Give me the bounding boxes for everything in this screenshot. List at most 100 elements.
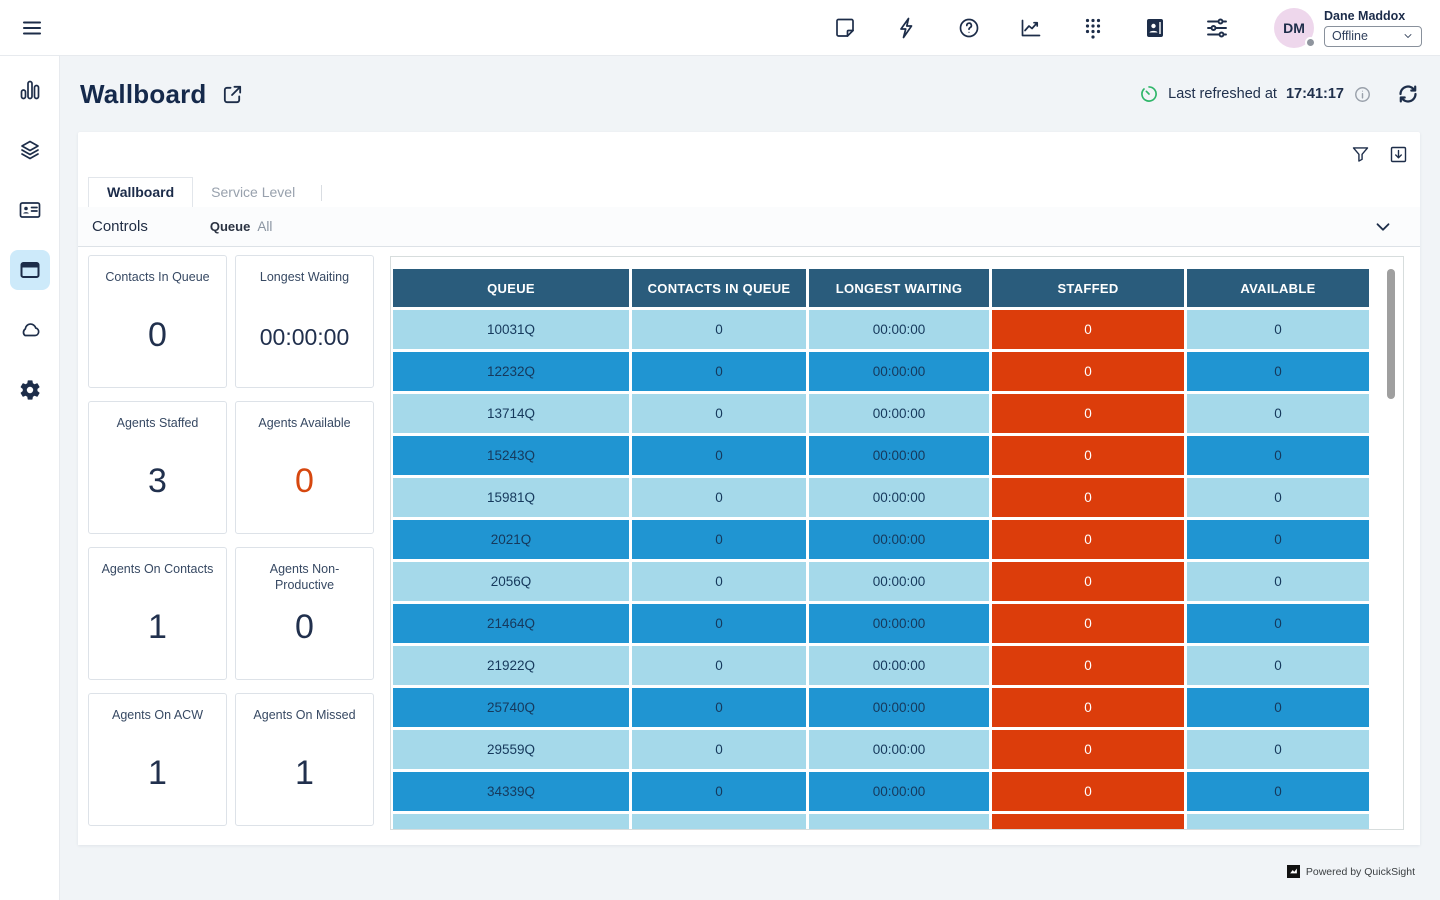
filter-icon[interactable] bbox=[1348, 142, 1372, 166]
chevron-down-icon bbox=[1402, 30, 1414, 42]
table-cell: 25740Q bbox=[393, 688, 629, 727]
table-row: 13714Q000:00:0000 bbox=[393, 394, 1369, 433]
tab-strip: Wallboard Service Level bbox=[88, 178, 1420, 207]
quick-connects-icon[interactable] bbox=[894, 15, 920, 41]
user-block: DM Dane Maddox Offline bbox=[1274, 8, 1422, 48]
column-header: LONGEST WAITING bbox=[809, 269, 989, 307]
status-select-value: Offline bbox=[1332, 29, 1368, 43]
column-header: QUEUE bbox=[393, 269, 629, 307]
directory-icon[interactable] bbox=[1142, 15, 1168, 41]
table-scrollbar-thumb[interactable] bbox=[1387, 269, 1395, 399]
sidebar-item-wallboard[interactable] bbox=[10, 250, 50, 290]
column-header: STAFFED bbox=[992, 269, 1184, 307]
controls-bar: Controls Queue All bbox=[78, 207, 1420, 247]
queue-table-panel: QUEUECONTACTS IN QUEUELONGEST WAITINGSTA… bbox=[390, 256, 1404, 830]
table-cell: 10031Q bbox=[393, 310, 629, 349]
preferences-sliders-icon[interactable] bbox=[1204, 15, 1230, 41]
table-cell: 0 bbox=[632, 604, 806, 643]
table-cell bbox=[809, 814, 989, 829]
avatar[interactable]: DM bbox=[1274, 8, 1314, 48]
sidebar-item-queues[interactable] bbox=[10, 130, 50, 170]
kpi-label: Agents Available bbox=[236, 416, 373, 432]
table-row-partial bbox=[393, 814, 1369, 829]
powered-by-quicksight[interactable]: Powered by QuickSight bbox=[1287, 865, 1415, 878]
table-cell: 2021Q bbox=[393, 520, 629, 559]
table-cell: 0 bbox=[632, 646, 806, 685]
help-icon[interactable] bbox=[956, 15, 982, 41]
controls-collapse-chevron-icon[interactable] bbox=[1372, 216, 1394, 243]
table-cell: 0 bbox=[992, 604, 1184, 643]
queue-filter-name: Queue bbox=[210, 219, 250, 234]
gear-icon bbox=[18, 378, 42, 402]
kpi-label: Agents Non-Productive bbox=[236, 562, 373, 593]
kpi-card-contacts-in-queue: Contacts In Queue0 bbox=[88, 255, 227, 388]
kpi-card-agents-staffed: Agents Staffed3 bbox=[88, 401, 227, 534]
table-cell: 13714Q bbox=[393, 394, 629, 433]
sidebar-item-cloud[interactable] bbox=[10, 310, 50, 350]
table-cell: 00:00:00 bbox=[809, 520, 989, 559]
table-cell bbox=[992, 814, 1184, 829]
kpi-value: 1 bbox=[236, 754, 373, 793]
table-cell: 00:00:00 bbox=[809, 478, 989, 517]
wallboard-card: Wallboard Service Level Controls Queue A… bbox=[78, 132, 1420, 845]
table-cell: 0 bbox=[1187, 436, 1369, 475]
last-refreshed-time: 17:41:17 bbox=[1286, 86, 1344, 102]
table-cell: 2056Q bbox=[393, 562, 629, 601]
table-row: 34339Q000:00:0000 bbox=[393, 772, 1369, 811]
info-icon[interactable] bbox=[1353, 85, 1372, 104]
table-row: 25740Q000:00:0000 bbox=[393, 688, 1369, 727]
status-select[interactable]: Offline bbox=[1324, 26, 1422, 47]
kpi-card-agents-non-productive: Agents Non-Productive0 bbox=[235, 547, 374, 680]
export-download-icon[interactable] bbox=[1386, 142, 1410, 166]
controls-label: Controls bbox=[92, 218, 148, 235]
table-row: 12232Q000:00:0000 bbox=[393, 352, 1369, 391]
dialpad-icon[interactable] bbox=[1080, 15, 1106, 41]
queue-filter-control[interactable]: Queue All bbox=[210, 219, 272, 234]
table-cell: 0 bbox=[1187, 520, 1369, 559]
column-header: AVAILABLE bbox=[1187, 269, 1369, 307]
tab-service-level[interactable]: Service Level bbox=[193, 178, 313, 207]
table-cell: 0 bbox=[632, 310, 806, 349]
notes-icon[interactable] bbox=[832, 15, 858, 41]
table-cell: 0 bbox=[1187, 310, 1369, 349]
table-cell: 0 bbox=[992, 478, 1184, 517]
table-cell: 34339Q bbox=[393, 772, 629, 811]
tab-wallboard[interactable]: Wallboard bbox=[88, 177, 193, 207]
table-row: 29559Q000:00:0000 bbox=[393, 730, 1369, 769]
metrics-trend-icon[interactable] bbox=[1018, 15, 1044, 41]
kpi-card-longest-waiting: Longest Waiting00:00:00 bbox=[235, 255, 374, 388]
table-cell: 00:00:00 bbox=[809, 730, 989, 769]
sidebar-item-settings[interactable] bbox=[10, 370, 50, 410]
offline-status-dot bbox=[1305, 37, 1316, 48]
queue-table: QUEUECONTACTS IN QUEUELONGEST WAITINGSTA… bbox=[393, 269, 1369, 829]
layers-icon bbox=[18, 138, 42, 162]
powered-by-text: Powered by QuickSight bbox=[1306, 866, 1415, 878]
table-cell: 0 bbox=[632, 520, 806, 559]
open-in-new-window-icon[interactable] bbox=[221, 83, 244, 106]
table-cell: 0 bbox=[1187, 688, 1369, 727]
bar-chart-icon bbox=[18, 78, 42, 102]
table-cell bbox=[1187, 814, 1369, 829]
tab-divider bbox=[321, 185, 322, 201]
table-cell: 0 bbox=[992, 394, 1184, 433]
table-row: 15981Q000:00:0000 bbox=[393, 478, 1369, 517]
last-refreshed-group: Last refreshed at 17:41:17 bbox=[1139, 84, 1372, 104]
id-card-icon bbox=[18, 198, 42, 222]
table-cell bbox=[632, 814, 806, 829]
queue-filter-value: All bbox=[257, 219, 272, 234]
kpi-card-agents-on-acw: Agents On ACW1 bbox=[88, 693, 227, 826]
table-cell: 00:00:00 bbox=[809, 688, 989, 727]
sidebar-item-contacts[interactable] bbox=[10, 190, 50, 230]
sidebar-item-analytics[interactable] bbox=[10, 70, 50, 110]
table-cell: 15981Q bbox=[393, 478, 629, 517]
hamburger-menu-icon[interactable] bbox=[18, 14, 46, 42]
table-cell: 21922Q bbox=[393, 646, 629, 685]
refresh-button[interactable] bbox=[1396, 82, 1420, 106]
table-cell: 0 bbox=[1187, 562, 1369, 601]
top-bar: DM Dane Maddox Offline bbox=[0, 0, 1440, 56]
quicksight-logo-icon bbox=[1287, 865, 1300, 878]
table-row: 21922Q000:00:0000 bbox=[393, 646, 1369, 685]
table-cell: 0 bbox=[632, 772, 806, 811]
table-cell: 0 bbox=[992, 646, 1184, 685]
table-cell: 00:00:00 bbox=[809, 394, 989, 433]
